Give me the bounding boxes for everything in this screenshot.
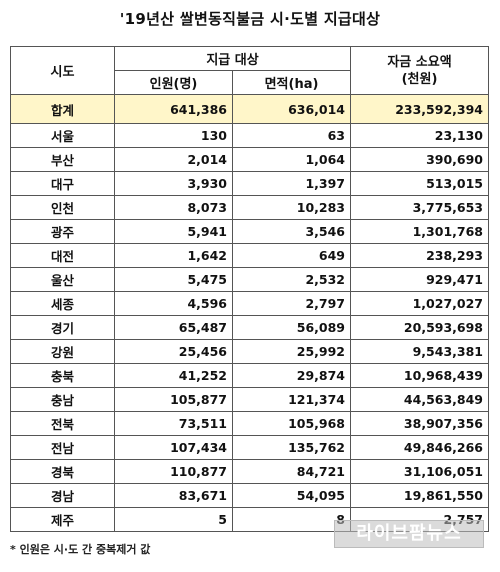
people-count: 2,014	[114, 147, 233, 172]
people-count: 105,877	[114, 387, 233, 412]
area-value: 8	[232, 507, 351, 532]
header-people: 인원(명)	[114, 70, 233, 95]
amount-value: 10,968,439	[350, 363, 489, 388]
area-value: 649	[232, 243, 351, 268]
region-name: 대전	[10, 243, 115, 268]
people-count: 41,252	[114, 363, 233, 388]
amount-value: 38,907,356	[350, 411, 489, 436]
amount-value: 390,690	[350, 147, 489, 172]
amount-value: 44,563,849	[350, 387, 489, 412]
region-name: 경기	[10, 315, 115, 340]
table-body: 합계 641,386 636,014 233,592,394 서울 130 63 23…	[10, 94, 489, 532]
amount-value: 1,027,027	[350, 291, 489, 316]
amount-value: 513,015	[350, 171, 489, 196]
people-count: 5	[114, 507, 233, 532]
amount-value: 19,861,550	[350, 483, 489, 508]
region-name: 강원	[10, 339, 115, 364]
area-value: 25,992	[232, 339, 351, 364]
people-count: 130	[114, 123, 233, 148]
area-value: 2,532	[232, 267, 351, 292]
region-name: 충남	[10, 387, 115, 412]
area-value: 135,762	[232, 435, 351, 460]
table-row: 대구 3,930 1,397 513,015	[10, 171, 489, 196]
region-name: 부산	[10, 147, 115, 172]
people-count: 25,456	[114, 339, 233, 364]
people-count: 110,877	[114, 459, 233, 484]
footnote: * 인원은 시·도 간 중복제거 값	[10, 543, 151, 556]
table-row: 세종 4,596 2,797 1,027,027	[10, 291, 489, 316]
header-payment-target: 지급 대상	[114, 46, 351, 71]
table-row: 광주 5,941 3,546 1,301,768	[10, 219, 489, 244]
table-row: 경기 65,487 56,089 20,593,698	[10, 315, 489, 340]
people-count: 73,511	[114, 411, 233, 436]
table-row: 전북 73,511 105,968 38,907,356	[10, 411, 489, 436]
region-name: 전남	[10, 435, 115, 460]
region-name: 광주	[10, 219, 115, 244]
header-area: 면적(ha)	[232, 70, 351, 95]
region-name: 서울	[10, 123, 115, 148]
table-row: 전남 107,434 135,762 49,846,266	[10, 435, 489, 460]
people-count: 83,671	[114, 483, 233, 508]
table-title: '19년산 쌀변동직불금 시·도별 지급대상	[119, 10, 381, 28]
amount-value: 929,471	[350, 267, 489, 292]
watermark-logo: 라이브팜뉴스	[334, 520, 484, 548]
region-name: 전북	[10, 411, 115, 436]
table-header: 시도 지급 대상 자금 소요액 (천원) 인원(명) 면적(ha)	[10, 46, 489, 95]
region-name: 경남	[10, 483, 115, 508]
total-label: 합계	[10, 94, 115, 124]
table-row: 경남 83,671 54,095 19,861,550	[10, 483, 489, 508]
region-name: 울산	[10, 267, 115, 292]
area-value: 63	[232, 123, 351, 148]
table-row: 대전 1,642 649 238,293	[10, 243, 489, 268]
table-row: 강원 25,456 25,992 9,543,381	[10, 339, 489, 364]
header-amount: 자금 소요액 (천원)	[350, 46, 489, 95]
area-value: 1,397	[232, 171, 351, 196]
total-people: 641,386	[114, 94, 233, 124]
total-row: 합계 641,386 636,014 233,592,394	[10, 94, 489, 124]
area-value: 56,089	[232, 315, 351, 340]
table-row: 부산 2,014 1,064 390,690	[10, 147, 489, 172]
area-value: 1,064	[232, 147, 351, 172]
table-row: 충북 41,252 29,874 10,968,439	[10, 363, 489, 388]
amount-value: 20,593,698	[350, 315, 489, 340]
people-count: 8,073	[114, 195, 233, 220]
region-name: 인천	[10, 195, 115, 220]
area-value: 54,095	[232, 483, 351, 508]
table-row: 인천 8,073 10,283 3,775,653	[10, 195, 489, 220]
amount-value: 31,106,051	[350, 459, 489, 484]
people-count: 5,475	[114, 267, 233, 292]
people-count: 5,941	[114, 219, 233, 244]
region-name: 대구	[10, 171, 115, 196]
table-row: 울산 5,475 2,532 929,471	[10, 267, 489, 292]
area-value: 84,721	[232, 459, 351, 484]
region-name: 경북	[10, 459, 115, 484]
people-count: 3,930	[114, 171, 233, 196]
people-count: 1,642	[114, 243, 233, 268]
table-row: 경북 110,877 84,721 31,106,051	[10, 459, 489, 484]
area-value: 3,546	[232, 219, 351, 244]
area-value: 121,374	[232, 387, 351, 412]
header-region: 시도	[10, 46, 115, 95]
amount-value: 238,293	[350, 243, 489, 268]
people-count: 4,596	[114, 291, 233, 316]
total-amount: 233,592,394	[350, 94, 489, 124]
total-area: 636,014	[232, 94, 351, 124]
region-name: 세종	[10, 291, 115, 316]
table-row: 충남 105,877 121,374 44,563,849	[10, 387, 489, 412]
table-row: 서울 130 63 23,130	[10, 123, 489, 148]
amount-value: 49,846,266	[350, 435, 489, 460]
payment-table: 시도 지급 대상 자금 소요액 (천원) 인원(명) 면적(ha) 합계 641…	[10, 46, 489, 532]
amount-value: 1,301,768	[350, 219, 489, 244]
area-value: 10,283	[232, 195, 351, 220]
people-count: 65,487	[114, 315, 233, 340]
region-name: 제주	[10, 507, 115, 532]
amount-value: 23,130	[350, 123, 489, 148]
area-value: 2,797	[232, 291, 351, 316]
area-value: 105,968	[232, 411, 351, 436]
amount-value: 9,543,381	[350, 339, 489, 364]
region-name: 충북	[10, 363, 115, 388]
area-value: 29,874	[232, 363, 351, 388]
amount-value: 3,775,653	[350, 195, 489, 220]
people-count: 107,434	[114, 435, 233, 460]
